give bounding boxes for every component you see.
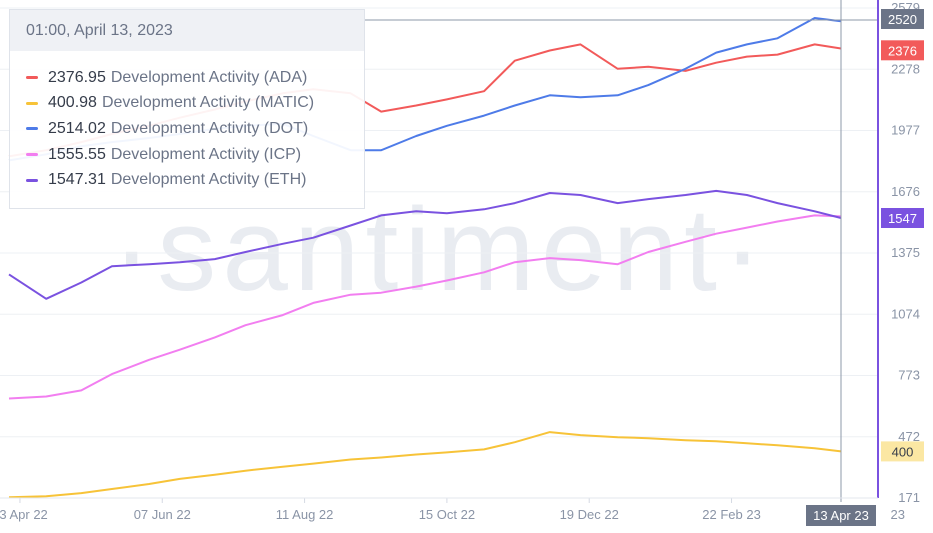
tooltip-row: 1555.55 Development Activity (ICP) [10, 142, 364, 168]
value-badge [881, 9, 924, 30]
tooltip-value: 1555.55 [48, 145, 106, 163]
x-tick-label-trailing: 23 [891, 507, 905, 522]
legend-swatch [26, 76, 38, 80]
tooltip-label: Development Activity (ICP) [110, 145, 302, 163]
tooltip-row: 1547.31 Development Activity (ETH) [10, 167, 364, 193]
value-badge [881, 40, 924, 61]
y-tick-label: 773 [898, 368, 920, 383]
legend-swatch [26, 101, 38, 105]
x-tick-label: 22 Feb 23 [702, 507, 761, 522]
y-tick-label: 2278 [891, 61, 920, 76]
tooltip-rows: 2376.95 Development Activity (ADA) 400.98 D… [10, 51, 364, 193]
x-tick-label: 03 Apr 22 [0, 507, 48, 522]
value-badge-label: 1547 [888, 211, 917, 226]
value-badge-label: 2520 [888, 12, 917, 27]
legend-swatch [26, 178, 38, 182]
value-badge [881, 208, 924, 228]
tooltip-value: 400.98 [48, 94, 97, 112]
x-tick-label: 15 Oct 22 [419, 507, 475, 522]
x-tick-label: 19 Dec 22 [560, 507, 619, 522]
axes: 25792278197716761375107477347217103 Apr … [0, 0, 920, 522]
tooltip-row: 400.98 Development Activity (MATIC) [10, 91, 364, 117]
cursor-x-label: 13 Apr 23 [813, 508, 869, 523]
tooltip-value: 1547.31 [48, 171, 106, 189]
x-tick-label: 07 Jun 22 [134, 507, 191, 522]
tooltip-value: 2376.95 [48, 68, 106, 86]
y-tick-label: 472 [898, 429, 920, 444]
y-tick-label: 171 [898, 490, 920, 505]
cursor-x-badge [806, 505, 876, 526]
y-tick-label: 1977 [891, 123, 920, 138]
tooltip-row: 2514.02 Development Activity (DOT) [10, 116, 364, 142]
legend-swatch [26, 127, 38, 131]
series-line-development-activity-matic [8, 431, 842, 499]
y-tick-label: 1375 [891, 245, 920, 260]
cursor: 13 Apr 23 [365, 0, 878, 526]
tooltip-label: Development Activity (MATIC) [101, 94, 315, 112]
tooltip-row: 2376.95 Development Activity (ADA) [10, 65, 364, 91]
tooltip-label: Development Activity (DOT) [110, 119, 309, 137]
value-badge-label: 400 [892, 444, 914, 459]
value-badge [881, 441, 924, 462]
tooltip-date: 01:00, April 13, 2023 [10, 10, 364, 51]
y-tick-label: 1676 [891, 184, 920, 199]
y-tick-label: 1074 [891, 306, 920, 321]
series-line-development-activity-eth [8, 189, 842, 300]
tooltip: 01:00, April 13, 2023 2376.95 Development… [9, 9, 365, 209]
x-tick-label: 11 Aug 22 [276, 507, 334, 522]
tooltip-label: Development Activity (ADA) [110, 68, 308, 86]
legend-swatch [26, 153, 38, 157]
value-badge-label: 2376 [888, 43, 917, 58]
series-lines [8, 17, 842, 499]
tooltip-label: Development Activity (ETH) [110, 171, 307, 189]
value-badges: 2520 2376 1547 400 [881, 9, 924, 462]
series-line-development-activity-icp [8, 214, 842, 400]
tooltip-value: 2514.02 [48, 119, 106, 137]
